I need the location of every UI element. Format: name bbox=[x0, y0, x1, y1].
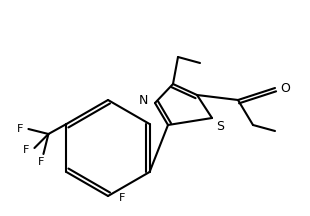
Text: F: F bbox=[119, 193, 125, 203]
Text: F: F bbox=[17, 124, 24, 134]
Text: N: N bbox=[138, 95, 148, 108]
Text: F: F bbox=[23, 145, 30, 155]
Text: O: O bbox=[280, 81, 290, 95]
Text: S: S bbox=[216, 119, 224, 132]
Text: F: F bbox=[38, 157, 45, 167]
